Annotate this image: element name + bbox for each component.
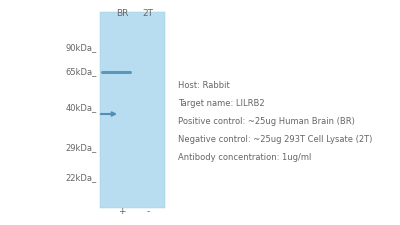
Text: 40kDa_: 40kDa_ [66, 104, 97, 112]
Bar [100, 12, 165, 208]
Text: -: - [146, 207, 150, 216]
Text: Positive control: ~25ug Human Brain (BR): Positive control: ~25ug Human Brain (BR) [178, 117, 355, 126]
Text: 90kDa_: 90kDa_ [66, 43, 97, 52]
Text: BR: BR [116, 9, 128, 18]
Text: Host: Rabbit: Host: Rabbit [178, 81, 230, 90]
Text: 22kDa_: 22kDa_ [66, 173, 97, 182]
Text: 29kDa_: 29kDa_ [66, 144, 97, 153]
Text: 2T: 2T [142, 9, 154, 18]
Text: +: + [118, 207, 126, 216]
Text: 65kDa_: 65kDa_ [66, 68, 97, 76]
Text: Target name: LILRB2: Target name: LILRB2 [178, 99, 265, 108]
Text: Antibody concentration: 1ug/ml: Antibody concentration: 1ug/ml [178, 153, 311, 162]
Bar [100, 12, 165, 208]
Text: Negative control: ~25ug 293T Cell Lysate (2T): Negative control: ~25ug 293T Cell Lysate… [178, 135, 372, 144]
